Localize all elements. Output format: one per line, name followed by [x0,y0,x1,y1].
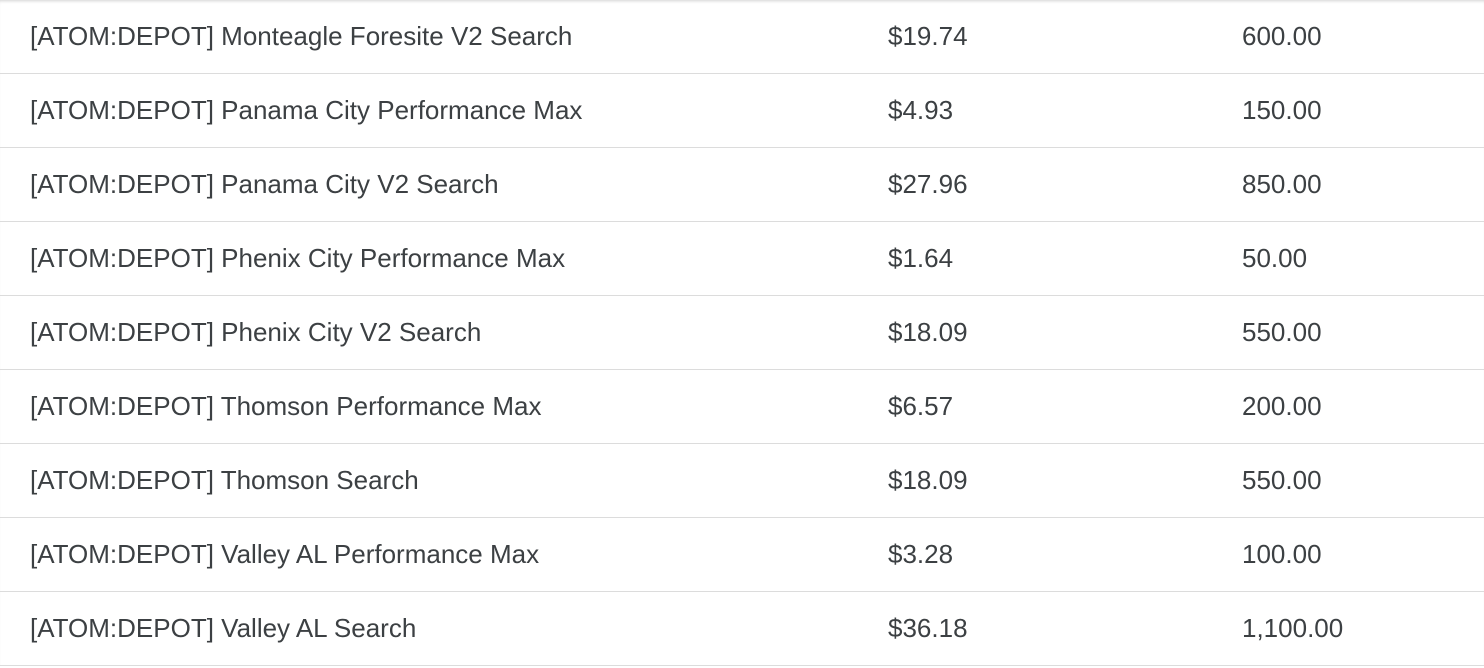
table-row[interactable]: [ATOM:DEPOT] Monteagle Foresite V2 Searc… [0,0,1484,74]
campaign-name: [ATOM:DEPOT] Monteagle Foresite V2 Searc… [30,21,573,51]
table-row[interactable]: [ATOM:DEPOT] Thomson Search $18.09 550.00 [0,444,1484,518]
cost: $18.09 [888,465,968,495]
table-row[interactable]: [ATOM:DEPOT] Panama City Performance Max… [0,74,1484,148]
campaign-name: [ATOM:DEPOT] Thomson Performance Max [30,391,542,421]
cost: $3.28 [888,539,954,569]
cost: $18.09 [888,317,968,347]
cost: $27.96 [888,169,968,199]
campaign-name: [ATOM:DEPOT] Phenix City V2 Search [30,317,482,347]
campaign-name: [ATOM:DEPOT] Phenix City Performance Max [30,243,566,273]
budget: 50.00 [1242,243,1308,273]
campaign-name: [ATOM:DEPOT] Panama City Performance Max [30,95,583,125]
cost: $4.93 [888,95,954,125]
campaign-name: [ATOM:DEPOT] Thomson Search [30,465,419,495]
table-row[interactable]: [ATOM:DEPOT] Phenix City Performance Max… [0,222,1484,296]
budget: 550.00 [1242,465,1322,495]
table-row[interactable]: [ATOM:DEPOT] Valley AL Performance Max $3… [0,518,1484,592]
budget: 100.00 [1242,539,1322,569]
table-row[interactable]: [ATOM:DEPOT] Thomson Performance Max $6.5… [0,370,1484,444]
budget: 150.00 [1242,95,1322,125]
cost: $1.64 [888,243,954,273]
cost: $19.74 [888,21,968,51]
table-row[interactable]: [ATOM:DEPOT] Valley AL Search $36.18 1,100… [0,592,1484,666]
cost: $6.57 [888,391,954,421]
campaign-name: [ATOM:DEPOT] Valley AL Performance Max [30,539,540,569]
budget: 600.00 [1242,21,1322,51]
cost: $36.18 [888,613,968,643]
campaign-name: [ATOM:DEPOT] Valley AL Search [30,613,417,643]
table-row[interactable]: [ATOM:DEPOT] Panama City V2 Search $27.96… [0,148,1484,222]
budget: 850.00 [1242,169,1322,199]
budget: 550.00 [1242,317,1322,347]
budget: 200.00 [1242,391,1322,421]
table-row[interactable]: [ATOM:DEPOT] Phenix City V2 Search $18.09… [0,296,1484,370]
budget: 1,100.00 [1242,613,1344,643]
campaign-name: [ATOM:DEPOT] Panama City V2 Search [30,169,499,199]
